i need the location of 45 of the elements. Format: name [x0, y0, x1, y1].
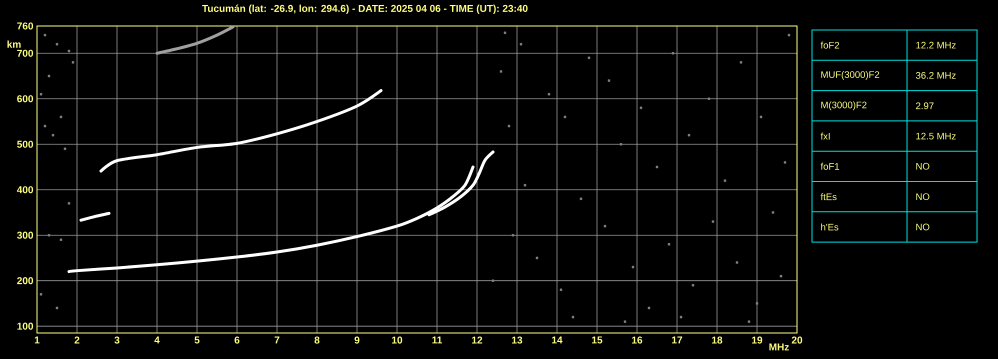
- text: 12.5 MHz: [916, 132, 956, 140]
- x-tick-label: 5: [194, 336, 200, 344]
- x-tick-label: 19: [752, 336, 762, 344]
- x-axis-title: MHz: [769, 344, 789, 350]
- x-tick-label: 15: [592, 336, 602, 344]
- y-tick-label: 300: [17, 232, 34, 239]
- y-tick-label: 200: [17, 277, 34, 284]
- chart-title: Tucumán (lat: -26.9, lon: 294.6) - DATE: 2025 04 06 - TIME (UT): 23:40: [202, 4, 528, 14]
- text: ftEs: [820, 193, 837, 200]
- text: 2.97: [916, 102, 934, 110]
- x-tick-label: 11: [432, 336, 442, 344]
- text: 36.2 MHz: [916, 72, 956, 79]
- y-tick-label: 400: [16, 186, 34, 194]
- x-tick-label: 18: [712, 336, 722, 344]
- y-tick-label: 100: [17, 322, 34, 330]
- text: NO: [916, 162, 930, 170]
- x-tick-label: 6: [234, 336, 240, 344]
- text: M(3000)F2: [821, 101, 867, 110]
- y-axis-title: km: [7, 40, 21, 48]
- x-tick-label: 17: [672, 336, 682, 344]
- x-tick-label: 16: [632, 336, 642, 344]
- text: NO: [916, 224, 930, 230]
- x-tick-label: 3: [114, 336, 120, 344]
- x-tick-label: 12: [472, 336, 482, 344]
- text: foF1: [820, 162, 840, 170]
- text: 12.2 MHz: [916, 42, 956, 48]
- text: foF2: [820, 42, 840, 49]
- y-tick-label: 600: [17, 95, 34, 102]
- y-tick-label: 500: [17, 140, 34, 148]
- x-tick-label: 1: [34, 336, 40, 344]
- x-tick-label: 4: [154, 336, 160, 344]
- x-tick-label: 20: [792, 336, 802, 344]
- x-tick-label: 13: [512, 336, 522, 344]
- x-tick-label: 14: [552, 336, 563, 344]
- text: fxI: [820, 132, 830, 140]
- x-tick-label: 7: [274, 336, 280, 344]
- x-tick-label: 9: [354, 336, 360, 344]
- text: MUF(3000)F2: [821, 70, 880, 80]
- x-tick-label: 10: [392, 336, 402, 344]
- y-tick-label: 760: [17, 22, 34, 30]
- text: h'Es: [821, 224, 838, 230]
- y-tick-label: 700: [17, 50, 34, 57]
- x-tick-label: 2: [74, 336, 80, 344]
- text: NO: [916, 193, 930, 200]
- x-tick-label: 8: [314, 336, 320, 344]
